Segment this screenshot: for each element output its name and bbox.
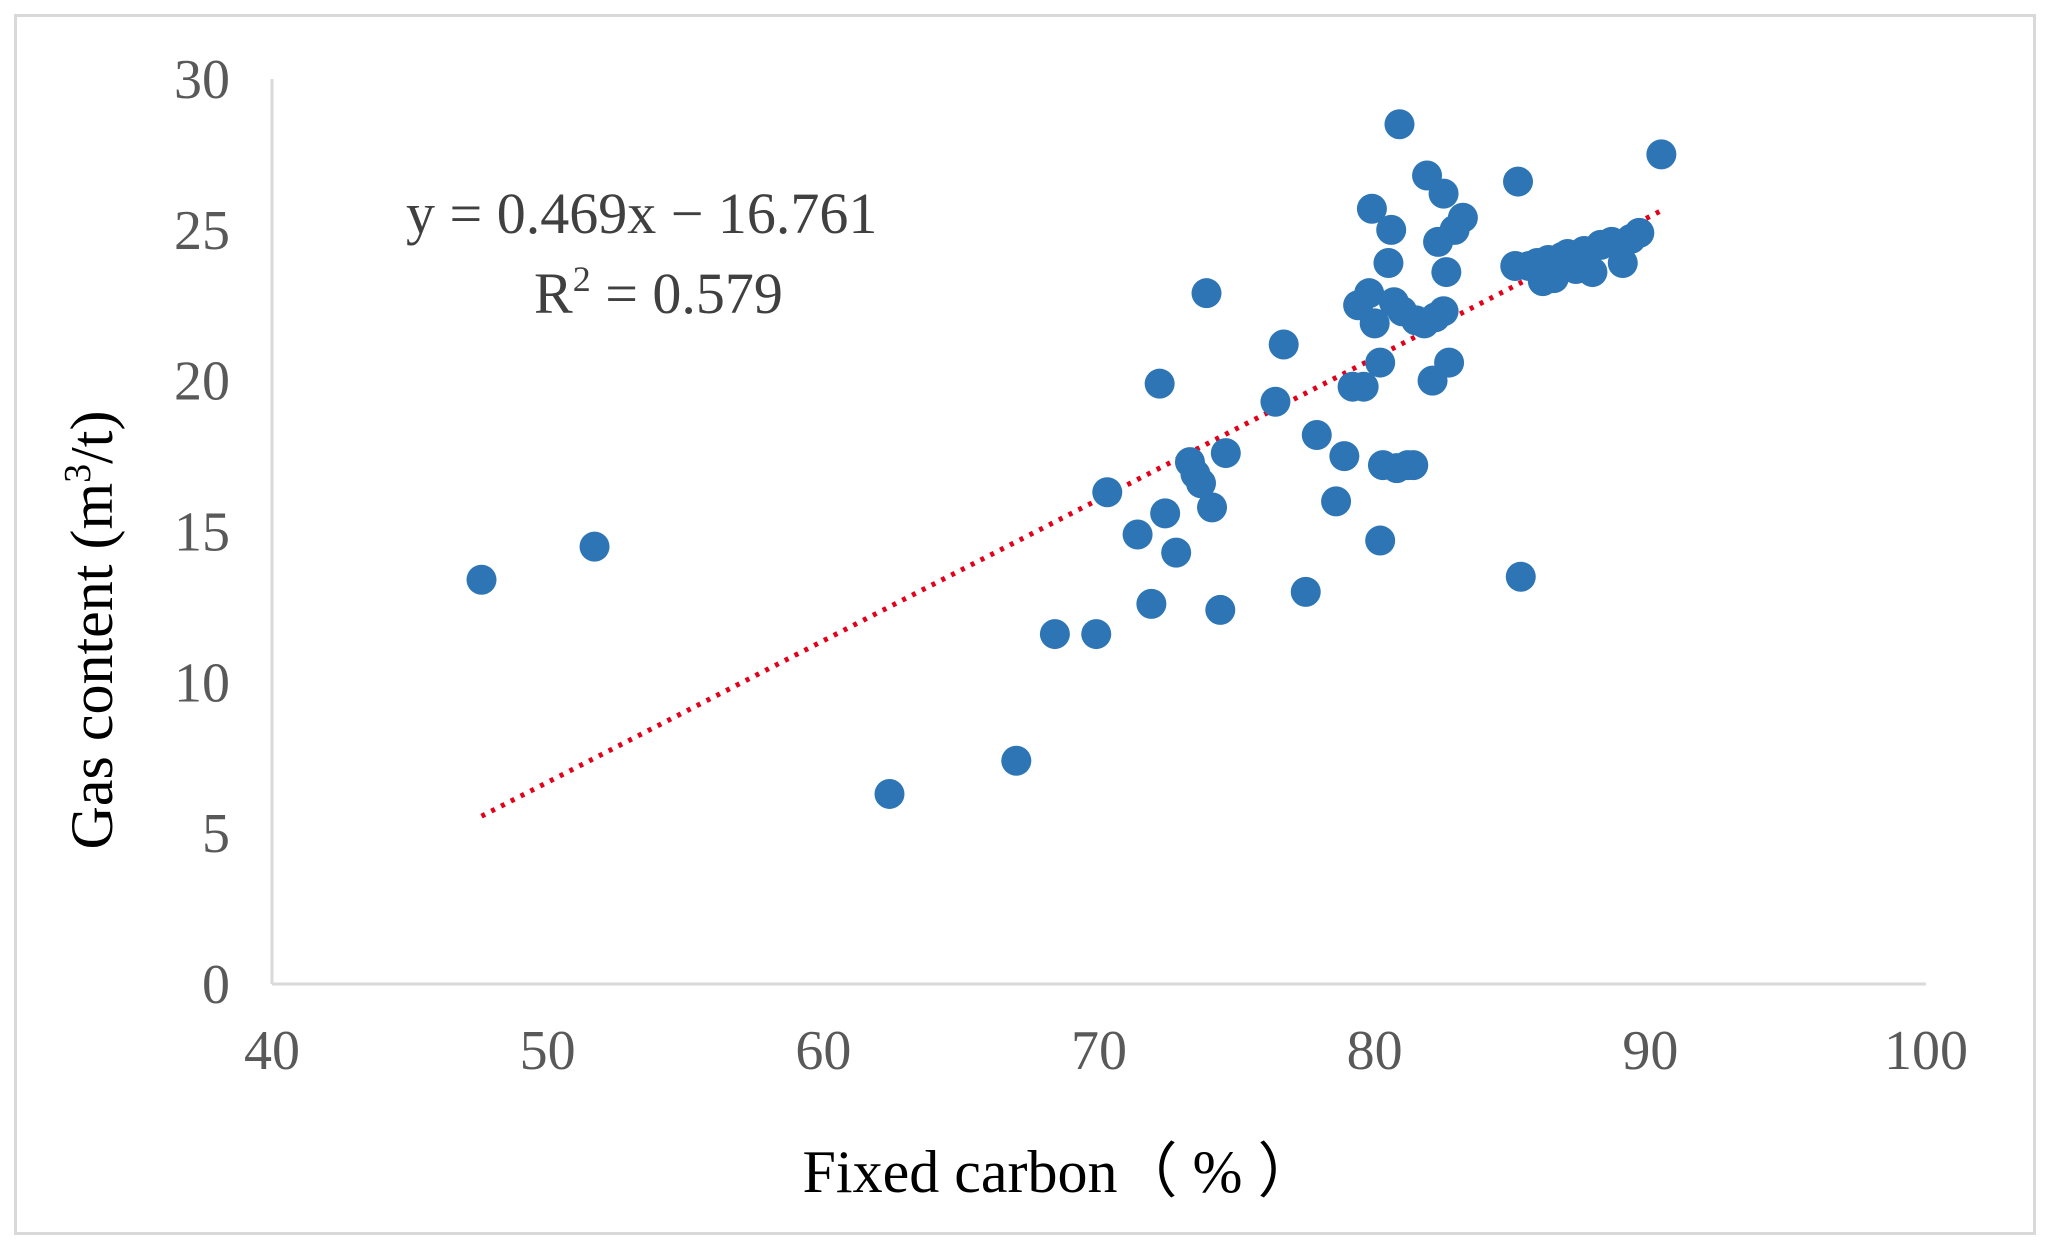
x-tick-label: 100 — [1884, 1020, 1968, 1082]
data-point — [1577, 257, 1608, 288]
data-point — [1354, 278, 1385, 309]
data-point — [579, 531, 610, 562]
data-point — [1329, 441, 1360, 472]
data-point — [1447, 202, 1478, 233]
data-point — [1081, 619, 1112, 650]
data-point — [1144, 368, 1175, 399]
y-axis-title-superscript: 3 — [57, 464, 99, 483]
data-point — [1365, 347, 1396, 378]
trendline-equation: y = 0.469x − 16.761 — [406, 181, 877, 246]
y-tick-label: 0 — [202, 954, 230, 1016]
x-tick-label: 80 — [1347, 1020, 1403, 1082]
data-point — [1376, 214, 1407, 245]
data-point — [1039, 619, 1070, 650]
data-point — [1301, 419, 1332, 450]
data-point — [1359, 308, 1390, 339]
data-point — [1001, 745, 1032, 776]
x-tick-label: 50 — [520, 1020, 576, 1082]
data-point — [1136, 588, 1167, 619]
y-tick-label: 30 — [174, 49, 230, 111]
r-squared-superscript: 2 — [573, 259, 591, 299]
data-point — [1646, 139, 1677, 170]
data-point — [1356, 193, 1387, 224]
data-point — [1607, 248, 1638, 279]
r-squared-prefix: R — [534, 261, 573, 326]
data-point — [1431, 257, 1462, 288]
data-point — [1398, 450, 1429, 481]
data-point — [1268, 329, 1299, 360]
data-point — [1505, 561, 1536, 592]
data-point — [1260, 386, 1291, 417]
data-points — [466, 109, 1677, 809]
r-squared-label: R2 = 0.579 — [534, 259, 783, 326]
data-point — [1210, 438, 1241, 469]
data-point — [1384, 109, 1415, 140]
data-point — [1197, 492, 1228, 523]
data-point — [1092, 477, 1123, 508]
data-point — [1434, 347, 1465, 378]
x-axis-title: Fixed carbon（ % ） — [803, 1139, 1318, 1205]
chart-frame — [14, 14, 2036, 1235]
data-point — [1205, 594, 1236, 625]
data-point — [1150, 498, 1181, 529]
data-point — [1365, 525, 1396, 556]
y-axis-title-main: Gas content (m — [59, 483, 125, 850]
data-point — [466, 564, 497, 595]
y-tick-label: 20 — [174, 351, 230, 413]
data-point — [1185, 468, 1216, 499]
data-point — [1373, 248, 1404, 279]
x-tick-label: 40 — [244, 1020, 300, 1082]
data-point — [1161, 537, 1192, 568]
data-point — [1428, 178, 1459, 209]
data-point — [1503, 166, 1534, 197]
y-axis-title: Gas content (m3/t) — [57, 411, 125, 850]
x-tick-label: 90 — [1622, 1020, 1678, 1082]
data-point — [1321, 486, 1352, 517]
data-point — [1122, 519, 1153, 550]
data-point — [1348, 371, 1379, 402]
y-tick-label: 10 — [174, 652, 230, 714]
y-axis-title-end: /t) — [59, 411, 125, 464]
x-tick-label: 60 — [795, 1020, 851, 1082]
data-point — [1624, 217, 1655, 248]
y-tick-label: 15 — [174, 502, 230, 564]
x-tick-label: 70 — [1071, 1020, 1127, 1082]
data-point — [874, 778, 905, 809]
axes — [270, 79, 1926, 986]
y-tick-label: 5 — [202, 803, 230, 865]
trendline-layer — [480, 208, 1663, 819]
y-tick-label: 25 — [174, 200, 230, 262]
data-point — [1428, 296, 1459, 327]
data-point — [1191, 278, 1222, 309]
trendline — [480, 208, 1663, 819]
x-tick-labels: 40 50 60 70 80 90 100 — [244, 1020, 1968, 1082]
data-point — [1290, 576, 1321, 607]
y-tick-labels: 0 5 10 15 20 25 30 — [174, 49, 230, 1016]
r-squared-value: = 0.579 — [591, 261, 783, 326]
